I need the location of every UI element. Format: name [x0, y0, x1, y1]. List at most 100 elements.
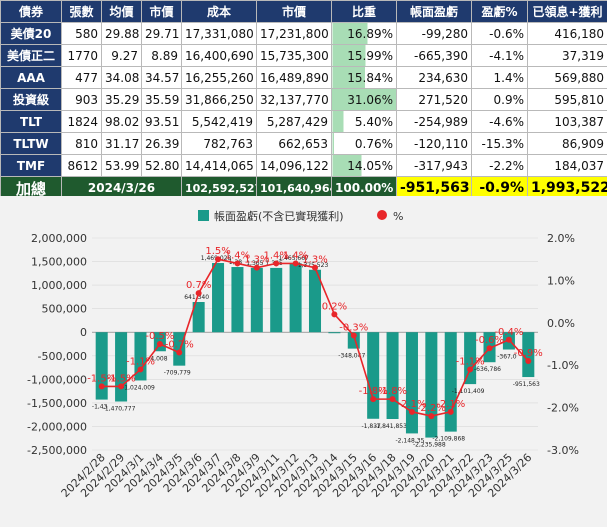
cell-qty: 580 — [62, 23, 102, 45]
cell-pnl: -99,280 — [397, 23, 472, 45]
bar — [212, 263, 224, 332]
cell-pnl-pct: -15.3% — [472, 133, 528, 155]
cell-pnl-pct: -2.2% — [472, 155, 528, 177]
pct-data-label: 1.3% — [302, 255, 327, 266]
cell-name: 美債正二 — [1, 45, 62, 67]
cell-weight: 5.40% — [332, 111, 397, 133]
bar-data-label: -1,841,853 — [374, 423, 407, 430]
cell-price: 35.59 — [142, 89, 182, 111]
bar-data-label: -1,024,009 — [122, 384, 155, 391]
cell-income: 416,180 — [528, 23, 607, 45]
cell-name: AAA — [1, 67, 62, 89]
col-bond: 債券 — [1, 1, 62, 23]
cell-price: 8.89 — [142, 45, 182, 67]
right-tick-label: 0.0% — [547, 317, 575, 330]
cell-pnl: 234,630 — [397, 67, 472, 89]
legend-line-swatch — [377, 210, 387, 220]
cell-price: 93.51 — [142, 111, 182, 133]
pct-data-label: 0.7% — [186, 280, 211, 291]
cell-weight: 31.06% — [332, 89, 397, 111]
cell-pnl: -254,989 — [397, 111, 472, 133]
left-tick-label: 500,000 — [42, 303, 88, 316]
pnl-chart: 帳面盈虧(不含已實現獲利) % 2,000,0001,500,0001,000,… — [0, 196, 607, 527]
cell-qty: 8612 — [62, 155, 102, 177]
legend-bar-label: 帳面盈虧(不含已實現獲利) — [214, 209, 344, 223]
col-pnl: 帳面盈虧 — [397, 1, 472, 23]
cell-qty: 903 — [62, 89, 102, 111]
cell-pnl-pct: -4.6% — [472, 111, 528, 133]
bar — [96, 332, 108, 399]
right-tick-label: -3.0% — [547, 444, 579, 457]
cell-pnl: 271,520 — [397, 89, 472, 111]
cell-cost: 782,763 — [182, 133, 257, 155]
cell-qty: 1824 — [62, 111, 102, 133]
cell-name: TMF — [1, 155, 62, 177]
bar-data-label: -709,779 — [164, 370, 191, 377]
bar — [251, 268, 263, 332]
bar-data-label: -951,563 — [513, 381, 540, 388]
cell-price: 34.57 — [142, 67, 182, 89]
x-axis: 2024/2/282024/2/292024/3/12024/3/42024/3… — [59, 451, 535, 500]
col-market: 市價 — [257, 1, 332, 23]
cell-name: TLTW — [1, 133, 62, 155]
right-tick-label: -2.0% — [547, 402, 579, 415]
right-tick-label: -1.0% — [547, 359, 579, 372]
cell-weight: 15.84% — [332, 67, 397, 89]
bar-data-label: -1,101,409 — [452, 388, 485, 395]
cell-price: 52.80 — [142, 155, 182, 177]
bar — [425, 332, 437, 437]
cell-name: TLT — [1, 111, 62, 133]
pct-data-label: -1.8% — [378, 386, 407, 397]
cell-pnl-pct: -4.1% — [472, 45, 528, 67]
pct-data-label: -1.1% — [126, 356, 155, 367]
cell-price: 29.71 — [142, 23, 182, 45]
cell-avg: 35.29 — [102, 89, 142, 111]
col-qty: 張數 — [62, 1, 102, 23]
cell-income: 37,319 — [528, 45, 607, 67]
left-tick-label: -500,000 — [38, 350, 87, 363]
cell-weight: 0.76% — [332, 133, 397, 155]
cell-weight: 14.05% — [332, 155, 397, 177]
right-tick-label: 2.0% — [547, 232, 575, 245]
cell-cost: 16,255,260 — [182, 67, 257, 89]
col-avg: 均價 — [102, 1, 142, 23]
cell-weight: 16.89% — [332, 23, 397, 45]
left-tick-label: 1,500,000 — [31, 256, 87, 269]
pct-data-label: -0.7% — [165, 339, 194, 350]
bar — [445, 332, 457, 431]
table-header: 債券 張數 均價 市價 成本 市價 比重 帳面盈虧 盈虧% 已領息+獲利 — [1, 1, 607, 23]
cell-income: 103,387 — [528, 111, 607, 133]
cell-cost: 17,331,080 — [182, 23, 257, 45]
cell-market: 17,231,800 — [257, 23, 332, 45]
pct-data-label: -1.5% — [107, 373, 136, 384]
bar — [231, 267, 243, 332]
cell-name: 投資級 — [1, 89, 62, 111]
left-tick-label: -1,000,000 — [27, 373, 87, 386]
right-tick-label: 1.0% — [547, 274, 575, 287]
left-tick-label: -2,000,000 — [27, 420, 87, 433]
cell-weight: 15.99% — [332, 45, 397, 67]
cell-pnl-pct: -0.6% — [472, 23, 528, 45]
pct-data-label: -2.1% — [436, 399, 465, 410]
cell-market: 14,096,122 — [257, 155, 332, 177]
left-tick-label: 0 — [80, 326, 87, 339]
bar — [406, 332, 418, 433]
cell-qty: 477 — [62, 67, 102, 89]
cell-market: 32,137,770 — [257, 89, 332, 111]
cell-income: 86,909 — [528, 133, 607, 155]
cell-pnl: -120,110 — [397, 133, 472, 155]
right-axis: 2.0% 1.0% 0.0% -1.0% -2.0% -3.0% — [547, 232, 579, 457]
cell-cost: 31,866,250 — [182, 89, 257, 111]
cell-qty: 810 — [62, 133, 102, 155]
bar — [290, 263, 302, 332]
bar-series: -1,43-1,470,777-1,024,009-4,008-709,7796… — [92, 255, 540, 449]
cell-income: 595,810 — [528, 89, 607, 111]
cell-market: 5,287,429 — [257, 111, 332, 133]
col-cost: 成本 — [182, 1, 257, 23]
cell-market: 662,653 — [257, 133, 332, 155]
bar — [367, 332, 379, 419]
cell-avg: 34.08 — [102, 67, 142, 89]
